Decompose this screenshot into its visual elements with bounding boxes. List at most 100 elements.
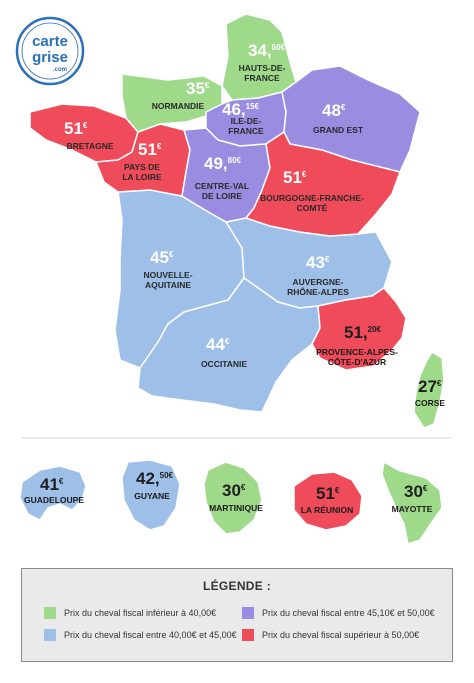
region-shape-martinique[interactable]: [203, 461, 263, 535]
region-shape-guyane[interactable]: [121, 459, 181, 531]
price-sup: €: [241, 483, 246, 492]
price-main: 51,: [344, 323, 368, 342]
price-main: 34,: [248, 41, 272, 60]
region-name-pays-de-la-loire: PAYS DE: [124, 162, 160, 172]
price-centre-val-de-loire: 49,80€: [204, 154, 242, 173]
price-la-reunion: 51€: [316, 484, 340, 503]
price-main: 45: [150, 248, 169, 267]
region-shape-guadeloupe[interactable]: [19, 465, 87, 521]
region-shape-bretagne[interactable]: [29, 103, 139, 163]
region-name-auvergne-rhone-alpes: RHÔNE-ALPES: [287, 286, 349, 297]
price-hauts-de-france: 34,50€: [248, 41, 286, 60]
price-ile-de-france: 46,15€: [222, 100, 260, 119]
price-sup: €: [335, 486, 340, 495]
price-main: 51: [138, 140, 157, 159]
price-martinique: 30€: [222, 481, 246, 500]
region-name-hauts-de-france: HAUTS-DE-: [239, 63, 286, 73]
price-main: 44: [206, 335, 225, 354]
price-main: 30: [404, 482, 423, 501]
legend-swatch-red: [242, 629, 254, 641]
price-grand-est: 48€: [322, 101, 346, 120]
legend-swatch-blue: [44, 629, 56, 641]
price-mayotte: 30€: [404, 482, 428, 501]
logo-inner-circle: [21, 22, 79, 80]
region-name-ile-de-france: ILE-DE-: [231, 116, 262, 126]
price-provence-alpes-cote-d-azur: 51,20€: [344, 323, 382, 342]
price-main: 43: [306, 253, 325, 272]
price-bretagne: 51€: [64, 119, 88, 138]
region-shape-mayotte[interactable]: [381, 461, 443, 545]
legend-swatch-purple: [242, 607, 254, 619]
price-auvergne-rhone-alpes: 43€: [306, 253, 330, 272]
price-main: 49,: [204, 154, 228, 173]
legend-swatch-green: [44, 607, 56, 619]
price-pays-de-la-loire: 51€: [138, 140, 162, 159]
price-guadeloupe: 41€: [40, 475, 64, 494]
region-name-bourgogne-franche-comte: BOURGOGNE-FRANCHE-: [260, 193, 364, 203]
logo-line2: grise: [32, 49, 68, 66]
legend-box: LÉGENDE : Prix du cheval fiscal inférieu…: [21, 568, 453, 662]
logo-line1: carte: [32, 33, 68, 50]
price-normandie: 35€: [186, 79, 210, 98]
price-sup: €: [169, 250, 174, 259]
price-sup: €: [59, 477, 64, 486]
price-main: 48: [322, 101, 341, 120]
region-name-mayotte: MAYOTTE: [392, 504, 433, 514]
region-shape-corse[interactable]: [413, 351, 445, 429]
region-name-bretagne: BRETAGNE: [66, 141, 113, 151]
region-shape-bourgogne-franche-comte[interactable]: [245, 131, 401, 237]
region-name-nouvelle-aquitaine: AQUITAINE: [145, 280, 191, 290]
price-sup: €: [423, 484, 428, 493]
region-name-guadeloupe: GUADELOUPE: [24, 495, 84, 505]
region-shape-normandie[interactable]: [121, 73, 223, 133]
price-sup: 80€: [228, 156, 242, 165]
region-name-auvergne-rhone-alpes: AUVERGNE-: [292, 277, 343, 287]
price-nouvelle-aquitaine: 45€: [150, 248, 174, 267]
region-name-occitanie: OCCITANIE: [201, 359, 247, 369]
price-sup: 20€: [368, 325, 382, 334]
price-main: 46,: [222, 100, 246, 119]
price-main: 42,: [136, 469, 160, 488]
legend-item-purple: Prix du cheval fiscal entre 45,10€ et 50…: [242, 607, 435, 619]
region-name-grand-est: GRAND EST: [313, 125, 364, 135]
region-name-guyane: GUYANE: [134, 491, 170, 501]
region-shape-provence-alpes-cote-d-azur[interactable]: [311, 287, 407, 371]
region-name-provence-alpes-cote-d-azur: CÔTE-D'AZUR: [328, 356, 386, 367]
price-sup: 50€: [272, 43, 286, 52]
price-sup: €: [205, 81, 210, 90]
region-name-corse: CORSE: [415, 398, 446, 408]
price-main: 51: [316, 484, 335, 503]
region-name-centre-val-de-loire: CENTRE-VAL: [195, 181, 249, 191]
price-sup: €: [341, 103, 346, 112]
logo-circle: [15, 16, 85, 86]
region-name-nouvelle-aquitaine: NOUVELLE-: [143, 270, 192, 280]
legend-label: Prix du cheval fiscal entre 45,10€ et 50…: [262, 608, 435, 618]
price-corse: 27€: [418, 377, 442, 396]
legend-item-blue: Prix du cheval fiscal entre 40,00€ et 45…: [44, 629, 237, 641]
region-shape-la-reunion[interactable]: [293, 471, 363, 531]
price-main: 27: [418, 377, 437, 396]
region-name-la-reunion: LA RÉUNION: [301, 505, 354, 515]
price-sup: €: [225, 337, 230, 346]
region-name-ile-de-france: FRANCE: [228, 126, 264, 136]
region-name-normandie: NORMANDIE: [152, 101, 205, 111]
region-name-centre-val-de-loire: DE LOIRE: [202, 191, 242, 201]
price-sup: €: [437, 379, 442, 388]
cartegrise-logo: carte grise .com: [15, 16, 85, 86]
region-name-provence-alpes-cote-d-azur: PROVENCE-ALPES-: [316, 347, 398, 357]
price-occitanie: 44€: [206, 335, 230, 354]
price-main: 41: [40, 475, 59, 494]
price-sup: €: [157, 142, 162, 151]
price-main: 51: [283, 168, 302, 187]
legend-label: Prix du cheval fiscal supérieur à 50,00€: [262, 630, 420, 640]
price-main: 30: [222, 481, 241, 500]
price-sup: €: [325, 255, 330, 264]
price-sup: €: [302, 170, 307, 179]
legend-label: Prix du cheval fiscal inférieur à 40,00€: [64, 608, 217, 618]
price-bourgogne-franche-comte: 51€: [283, 168, 307, 187]
legend-item-green: Prix du cheval fiscal inférieur à 40,00€: [44, 607, 216, 619]
price-guyane: 42,50€: [136, 469, 174, 488]
legend-label: Prix du cheval fiscal entre 40,00€ et 45…: [64, 630, 237, 640]
price-sup: €: [83, 121, 88, 130]
